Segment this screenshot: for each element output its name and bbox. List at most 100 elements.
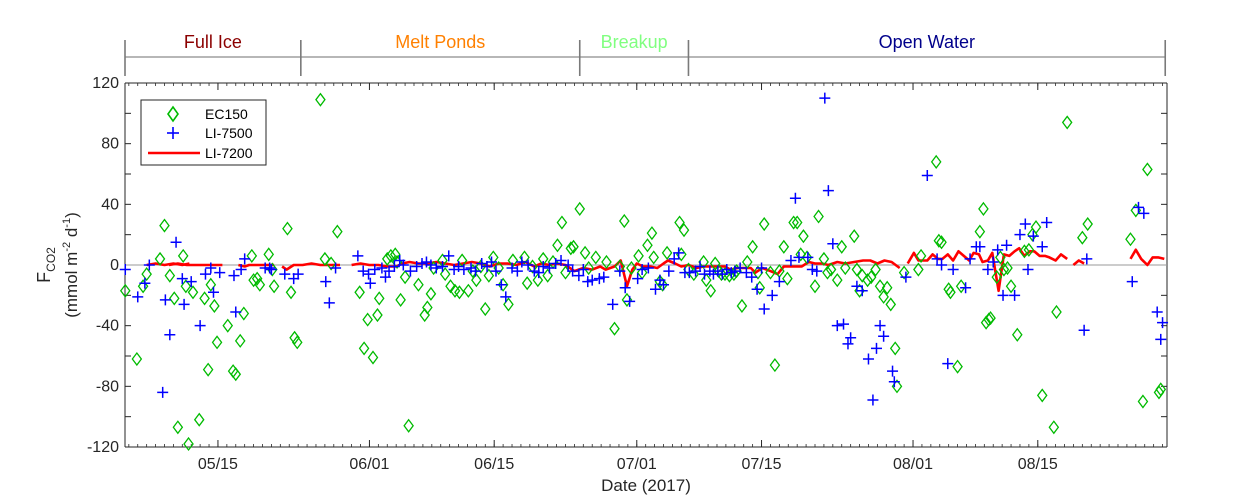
ec150-point — [885, 297, 897, 312]
ec150-point — [1048, 420, 1060, 435]
x-tick-label: 08/01 — [893, 456, 933, 473]
y-tick-label: -40 — [96, 318, 119, 335]
ec150-point — [574, 201, 586, 216]
y-tick-label: 0 — [110, 257, 119, 274]
ec150-point — [282, 221, 293, 236]
li7500-point — [632, 273, 644, 285]
ec150-point — [168, 291, 180, 306]
li7500-point — [842, 338, 854, 350]
li7200-line-segment — [1072, 259, 1085, 266]
ec150-point — [211, 335, 223, 350]
li7500-point — [746, 271, 758, 283]
ec150-point — [856, 268, 868, 283]
li7500-point — [543, 262, 555, 274]
ec150-point — [246, 248, 258, 263]
li7500-point — [673, 247, 685, 259]
li7200-line-segment — [168, 262, 223, 267]
li7500-point — [942, 358, 954, 370]
ec150-point — [698, 254, 709, 270]
ec150-point — [285, 285, 297, 300]
li7500-point — [756, 262, 768, 274]
li7500-point — [766, 289, 778, 301]
ec150-point — [579, 245, 591, 260]
li7500-point — [931, 253, 943, 265]
ec150-point — [422, 300, 433, 315]
ec150-point — [626, 260, 637, 276]
ec150-point — [395, 292, 406, 307]
li7500-point — [430, 262, 442, 274]
li7500-point — [838, 318, 850, 330]
li7500-point — [481, 261, 493, 273]
li7500-point — [132, 291, 144, 303]
li7500-point — [716, 268, 728, 280]
li7500-point — [593, 273, 605, 285]
ec150-point — [930, 154, 942, 169]
ec150-point — [463, 283, 474, 298]
li7500-point — [119, 264, 131, 276]
li7500-point — [1027, 230, 1039, 242]
ec150-point — [367, 350, 379, 365]
li7500-point — [964, 253, 976, 265]
series-li7500 — [119, 92, 1169, 406]
ec150-point — [251, 271, 263, 286]
ec150-point — [798, 229, 809, 244]
li7500-point — [476, 257, 488, 269]
li7500-point — [320, 276, 332, 288]
li7500-point — [230, 306, 242, 318]
li7500-point — [668, 253, 680, 265]
ec150-point — [354, 285, 365, 300]
ec150-point — [413, 277, 424, 292]
ec150-point — [590, 250, 602, 265]
ec150-point — [454, 285, 465, 300]
ec150-point — [187, 285, 199, 300]
ec150-point — [661, 245, 673, 260]
li7500-point — [228, 270, 240, 282]
ec150-point — [425, 286, 437, 301]
li7500-point — [397, 259, 409, 271]
svg-text:FCO2: FCO2 — [34, 247, 58, 283]
ec150-point — [180, 279, 192, 294]
li7500-point — [265, 264, 277, 276]
li7500-point — [598, 271, 610, 283]
ec150-point — [878, 289, 889, 304]
li7500-point — [851, 280, 863, 292]
ec150-point — [1155, 382, 1167, 397]
li7500-point — [586, 274, 598, 286]
li7500-point — [658, 279, 670, 291]
li7500-point — [194, 320, 206, 332]
li7500-point — [164, 329, 176, 341]
ec150-point — [1030, 219, 1042, 235]
ec150-point — [503, 297, 514, 312]
li7500-point — [214, 267, 226, 279]
li7500-point — [827, 238, 839, 250]
ec150-point — [700, 273, 712, 288]
ec150-point — [1027, 227, 1038, 242]
ec150-point — [769, 358, 781, 373]
li7500-point — [363, 268, 375, 280]
li7500-point — [921, 170, 933, 182]
li7500-point — [500, 291, 512, 303]
li7500-point — [511, 265, 523, 277]
ec150-point — [648, 250, 660, 265]
y-tick-label: 120 — [92, 75, 119, 92]
li7500-point — [1009, 289, 1021, 301]
li7500-point — [636, 264, 648, 276]
li7500-point — [947, 264, 959, 276]
li7500-point — [1036, 241, 1048, 253]
li7500-point — [582, 276, 594, 288]
li7500-point — [537, 261, 549, 273]
ec150-point — [159, 218, 170, 233]
ec150-point — [552, 238, 563, 253]
ec150-point — [741, 254, 753, 270]
ec150-point — [362, 312, 373, 327]
x-axis: 05/15 06/01 06/15 07/01 07/15 08/01 08/15 — [128, 83, 1163, 473]
li7500-point — [785, 254, 797, 266]
li7500-point — [997, 289, 1009, 301]
ec150-point — [851, 262, 863, 277]
ec150-point — [439, 267, 451, 282]
ec150-point — [778, 239, 790, 254]
phase-label: Open Water — [879, 32, 975, 52]
ec150-point — [483, 268, 495, 283]
ec150-point — [519, 250, 530, 265]
ec150-point — [1011, 327, 1023, 342]
